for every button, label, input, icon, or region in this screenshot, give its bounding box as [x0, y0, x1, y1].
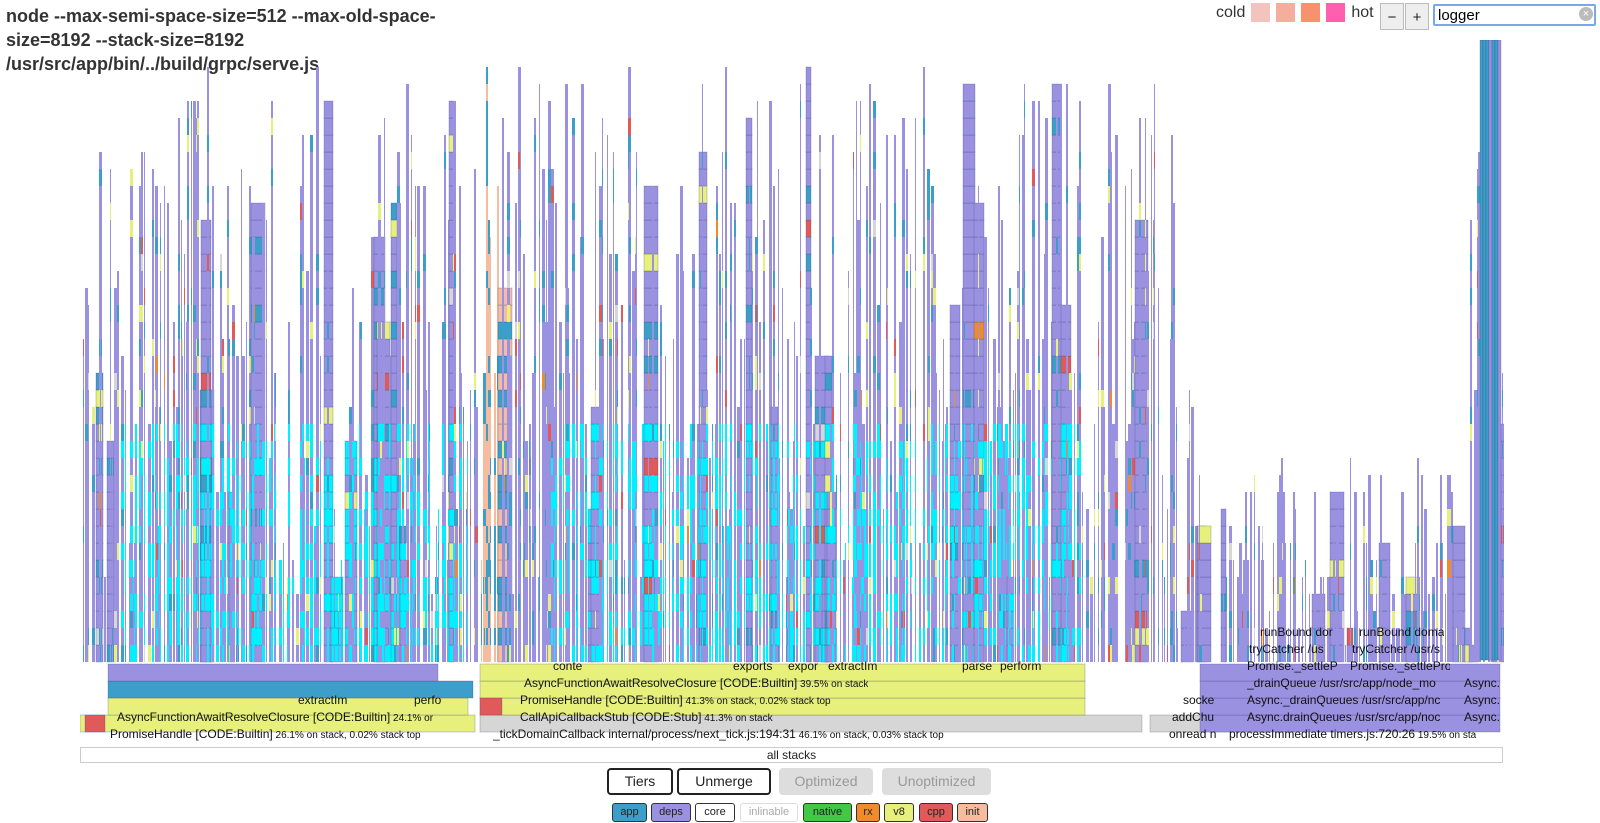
heat-cold-label: cold: [1216, 3, 1246, 21]
frame-name: tryCatcher /us: [1249, 642, 1324, 656]
flame-frame-label[interactable]: conte: [553, 658, 582, 675]
flame-frame-label[interactable]: tryCatcher /us: [1249, 641, 1324, 658]
frame-name: extractIm: [298, 693, 348, 707]
frame-name: Promise._settlePro: [1350, 659, 1450, 673]
flame-frame-label[interactable]: PromiseHandle [CODE:Builtin] 26.1% on st…: [110, 726, 421, 743]
frame-name: expor: [788, 659, 819, 673]
flame-frame-label[interactable]: PromiseHandle [CODE:Builtin] 41.3% on st…: [520, 692, 831, 709]
frame-percent: 41.3% on stack: [701, 713, 773, 724]
flame-frame-label[interactable]: extractIm: [298, 692, 347, 709]
heat-swatch: [1301, 3, 1321, 22]
frame-name: perfo: [414, 693, 442, 707]
legend-tag-native[interactable]: native: [803, 803, 852, 822]
flame-frame-label[interactable]: Promise._settlePro: [1350, 658, 1450, 675]
flame-frame-label[interactable]: AsyncFunctionAwaitResolveClosure [CODE:B…: [524, 675, 868, 692]
flame-frame-label[interactable]: addChu: [1172, 709, 1214, 726]
flame-frame-label[interactable]: parse: [962, 658, 992, 675]
flame-frame-label[interactable]: CallApiCallbackStub [CODE:Stub] 41.3% on…: [520, 709, 773, 726]
flame-frame-label[interactable]: Promise._settleP: [1247, 658, 1338, 675]
flame-frame-label[interactable]: perfo: [414, 692, 441, 709]
frame-name: _drainQueue /usr/src/app/node_mo: [1247, 676, 1436, 690]
frame-name: processImmediate timers.js:720:26: [1229, 727, 1416, 741]
frame-name: runBound doma: [1359, 625, 1445, 639]
frame-name: exports: [733, 659, 773, 673]
legend-tag-app[interactable]: app: [612, 803, 647, 822]
flame-frame-label[interactable]: extractIm: [828, 658, 877, 675]
frame-name: onread n: [1169, 727, 1217, 741]
frame-name: parse: [962, 659, 993, 673]
frame-percent: 26.1% on stack, 0.02% stack top: [272, 730, 421, 741]
legend-tag-v8[interactable]: v8: [884, 803, 914, 822]
frame-name: runBound dor: [1260, 625, 1333, 639]
frame-name: AsyncFunctionAwaitResolveClosure [CODE:B…: [117, 710, 391, 724]
frame-name: _tickDomainCallback internal/process/nex…: [493, 727, 796, 741]
frame-percent: 46.1% on stack, 0.03% stack top: [795, 730, 944, 741]
frame-name: socke: [1183, 693, 1215, 707]
flame-frame-label[interactable]: expor: [788, 658, 818, 675]
all-stacks-frame[interactable]: all stacks: [80, 747, 1503, 763]
frame-name: tryCatcher /usr/s: [1352, 642, 1441, 656]
legend-tag-init[interactable]: init: [957, 803, 988, 822]
unoptimized-button[interactable]: Unoptimized: [882, 768, 991, 795]
tiers-button[interactable]: Tiers: [607, 768, 673, 795]
flamegraph[interactable]: [80, 40, 1504, 745]
frame-percent: 24.1% or: [390, 713, 434, 724]
legend-tag-core[interactable]: core: [695, 803, 735, 822]
frame-name: Async.: [1464, 693, 1501, 707]
legend-tag-deps[interactable]: deps: [651, 803, 691, 822]
legend-tag-rx[interactable]: rx: [856, 803, 880, 822]
flame-frame-label[interactable]: AsyncFunctionAwaitResolveClosure [CODE:B…: [117, 709, 433, 726]
search-input[interactable]: [1433, 4, 1596, 26]
frame-name: CallApiCallbackStub [CODE:Stub]: [520, 710, 702, 724]
flame-frame-label[interactable]: perform: [1000, 658, 1041, 675]
frame-name: perform: [1000, 659, 1042, 673]
flame-frame-label[interactable]: onread n: [1169, 726, 1216, 743]
flame-frame-label[interactable]: Async.: [1464, 709, 1500, 726]
zoom-out-button[interactable]: −: [1380, 3, 1404, 30]
flame-frame-label[interactable]: Async.: [1464, 675, 1500, 692]
flame-frame-label[interactable]: runBound dor: [1260, 624, 1333, 641]
flame-frame-label[interactable]: processImmediate timers.js:720:26 19.5% …: [1229, 726, 1476, 743]
legend-tag-inlinable[interactable]: inlinable: [740, 803, 798, 822]
unmerge-button[interactable]: Unmerge: [677, 768, 771, 795]
flame-frame-label[interactable]: socke: [1183, 692, 1214, 709]
frame-name: AsyncFunctionAwaitResolveClosure [CODE:B…: [524, 676, 798, 690]
frame-name: Promise._settleP: [1247, 659, 1338, 673]
legend-tag-cpp[interactable]: cpp: [919, 803, 953, 822]
frame-name: extractIm: [828, 659, 878, 673]
frame-name: Async.: [1464, 676, 1501, 690]
frame-name: PromiseHandle [CODE:Builtin]: [110, 727, 273, 741]
heat-hot-label: hot: [1351, 3, 1374, 21]
heat-legend: cold hot: [1216, 3, 1374, 22]
frame-percent: 19.5% on sta: [1415, 730, 1477, 741]
flame-frame-label[interactable]: runBound doma: [1359, 624, 1444, 641]
flame-frame-label[interactable]: Async.drainQueues /usr/src/app/noc: [1247, 709, 1440, 726]
clear-search-icon[interactable]: ×: [1579, 7, 1593, 21]
flame-frame-label[interactable]: _tickDomainCallback internal/process/nex…: [493, 726, 944, 743]
frame-percent: 39.5% on stack: [797, 679, 869, 690]
process-title: node --max-semi-space-size=512 --max-old…: [6, 6, 436, 74]
frame-name: Async.: [1464, 710, 1501, 724]
heat-swatch: [1276, 3, 1296, 22]
heat-swatch: [1251, 3, 1271, 22]
frame-name: PromiseHandle [CODE:Builtin]: [520, 693, 683, 707]
frame-name: conte: [553, 659, 583, 673]
heat-swatch: [1326, 3, 1346, 22]
flame-frame-label[interactable]: Async._drainQueues /usr/src/app/nc: [1247, 692, 1440, 709]
frame-name: Async.drainQueues /usr/src/app/noc: [1247, 710, 1441, 724]
flame-frame-label[interactable]: _drainQueue /usr/src/app/node_mo: [1247, 675, 1436, 692]
flame-frame-label[interactable]: tryCatcher /usr/s: [1352, 641, 1440, 658]
optimized-button[interactable]: Optimized: [779, 768, 873, 795]
zoom-in-button[interactable]: +: [1405, 3, 1429, 30]
frame-name: addChu: [1172, 710, 1215, 724]
flame-frame-label[interactable]: Async.: [1464, 692, 1500, 709]
flame-frame-label[interactable]: exports: [733, 658, 772, 675]
frame-name: Async._drainQueues /usr/src/app/nc: [1247, 693, 1441, 707]
frame-percent: 41.3% on stack, 0.02% stack top: [682, 696, 831, 707]
